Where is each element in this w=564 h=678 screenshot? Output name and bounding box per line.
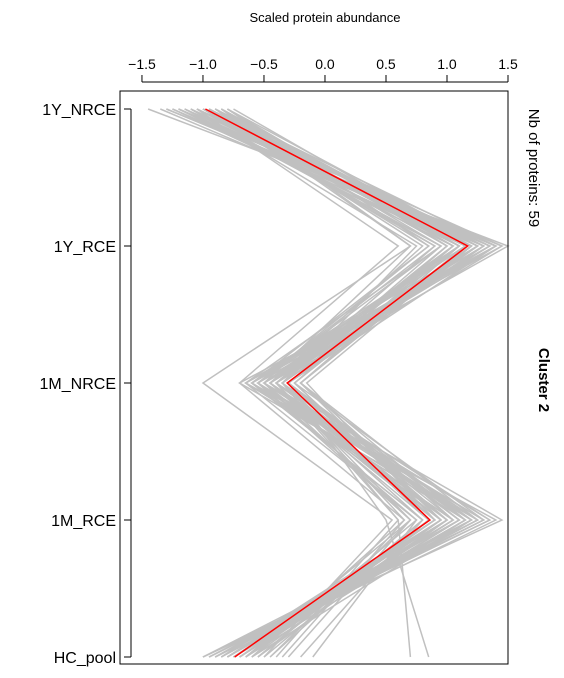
category-label: HC_pool [54, 650, 116, 667]
cluster-label: Cluster 2 [535, 348, 552, 412]
category-label: 1Y_RCE [54, 239, 116, 256]
mean-profile-layer [205, 108, 470, 658]
protein-profile-line [196, 108, 461, 658]
protein-profile-line [208, 108, 492, 658]
protein-count-annotation: Nb of proteins: 59 [525, 109, 542, 227]
x-tick-label: −1.5 [128, 56, 156, 72]
protein-profile-line [178, 108, 498, 658]
category-label: 1Y_NRCE [42, 102, 116, 119]
x-tick-label: 0.0 [315, 56, 335, 72]
category-label: 1M_RCE [51, 513, 116, 530]
profile-lines [147, 108, 510, 658]
protein-profile-line [208, 108, 437, 658]
protein-profile-line [208, 108, 455, 658]
x-tick-label: 1.5 [498, 56, 518, 72]
x-tick-label: −1.0 [189, 56, 217, 72]
protein-profile-line [220, 108, 473, 658]
plot-frame [119, 90, 509, 665]
x-axis: −1.5 −1.0 −0.5 0.0 0.5 1.0 1.5 [128, 56, 518, 83]
protein-profile-line [202, 108, 431, 658]
protein-profile-line [201, 108, 412, 658]
x-tick-label: 0.5 [376, 56, 396, 72]
protein-profile-line [160, 108, 486, 658]
x-tick-label: 1.0 [437, 56, 457, 72]
x-axis-title: Scaled protein abundance [249, 10, 400, 25]
y-axis: 1Y_NRCE 1Y_RCE 1M_NRCE 1M_RCE HC_pool [40, 102, 132, 667]
protein-profile-line [178, 108, 455, 658]
x-tick-label: −0.5 [250, 56, 278, 72]
protein-profile-line [214, 108, 461, 658]
protein-profile-line [196, 108, 406, 658]
mean-profile-line [205, 108, 470, 658]
protein-profile-line [178, 108, 479, 658]
protein-profile-line [190, 108, 437, 658]
category-label: 1M_NRCE [40, 376, 116, 393]
